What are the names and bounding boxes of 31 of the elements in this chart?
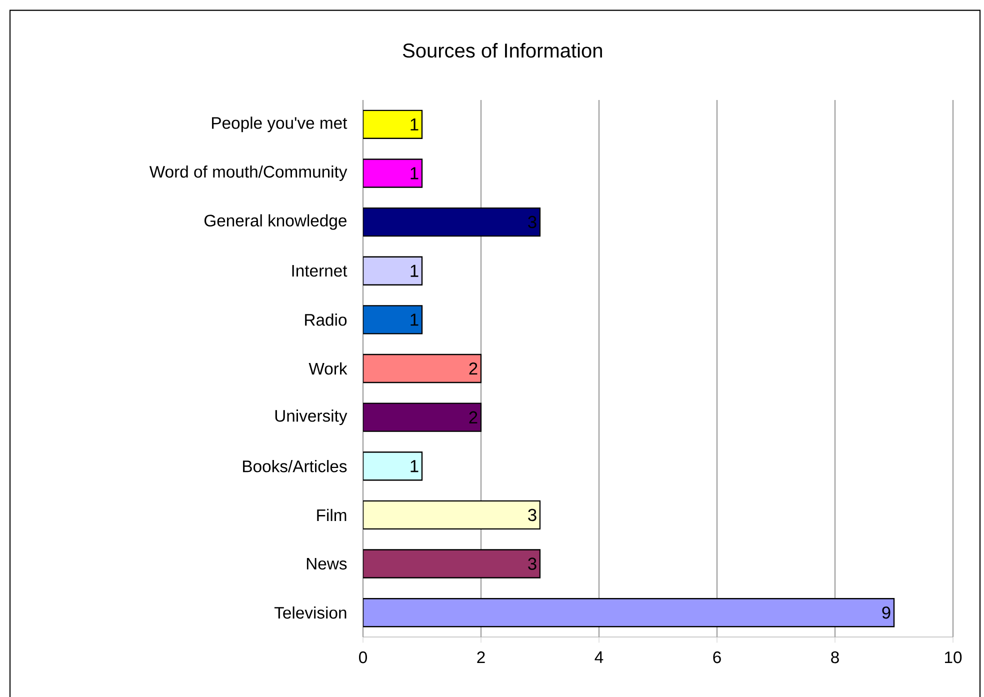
data-label: 9 xyxy=(882,606,890,619)
data-label: 1 xyxy=(410,118,418,130)
data-label: 3 xyxy=(528,216,536,228)
data-label: 3 xyxy=(528,508,536,522)
data-label: 2 xyxy=(469,362,478,375)
x-tick-label: 2 xyxy=(477,651,485,664)
data-label: 1 xyxy=(410,460,418,472)
x-tick-label: 6 xyxy=(713,651,721,664)
y-tick-label: People you've met xyxy=(212,116,348,132)
y-tick-label: Radio xyxy=(305,314,347,326)
y-tick-label: General knowledge xyxy=(204,214,346,230)
data-label: 2 xyxy=(469,411,478,424)
chart-title: Sources of Information xyxy=(402,42,602,58)
data-label: 1 xyxy=(410,167,418,180)
y-tick-label: Television xyxy=(274,606,346,619)
y-tick-label: News xyxy=(306,558,347,570)
x-tick-label: 10 xyxy=(945,651,962,664)
data-label: 1 xyxy=(410,314,418,326)
x-tick-label: 8 xyxy=(831,651,839,664)
data-label: 3 xyxy=(528,558,536,570)
bar xyxy=(363,207,541,237)
y-tick-label: University xyxy=(275,410,348,426)
x-tick-label: 0 xyxy=(359,651,367,664)
y-tick-label: Work xyxy=(308,362,348,375)
y-tick-label: Film xyxy=(317,508,346,521)
bar xyxy=(363,110,423,140)
data-label: 1 xyxy=(410,264,418,277)
y-tick-label: Internet xyxy=(292,265,348,277)
y-tick-label: Word of mouth/Community xyxy=(149,165,348,181)
y-tick-label: Books/Articles xyxy=(243,460,347,472)
x-tick-label: 4 xyxy=(594,651,604,663)
